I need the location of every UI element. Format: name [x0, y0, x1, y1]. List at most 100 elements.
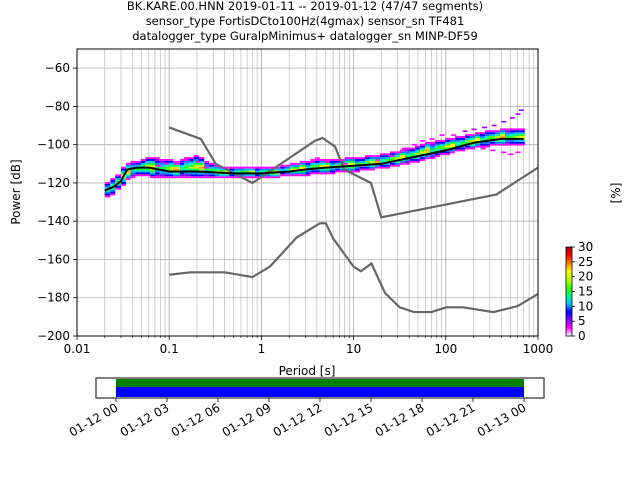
density-cell	[264, 174, 271, 177]
density-cell	[305, 166, 311, 169]
density-cell	[335, 170, 340, 173]
density-cell	[414, 159, 420, 161]
density-cell	[120, 168, 127, 171]
density-cell	[110, 183, 116, 186]
density-cell	[374, 160, 380, 163]
density-cell	[439, 147, 445, 150]
density-cell	[464, 136, 470, 138]
density-cell	[514, 128, 520, 131]
density-cell	[404, 149, 410, 152]
density-sparse-cell	[388, 155, 394, 157]
density-cell	[169, 166, 174, 169]
density-cell	[305, 160, 311, 163]
density-cell	[135, 164, 141, 167]
density-cell	[344, 168, 350, 171]
density-cell	[208, 168, 215, 171]
density-sparse-cell	[509, 117, 515, 119]
density-sparse-cell	[491, 124, 497, 127]
density-cell	[244, 166, 250, 169]
density-cell	[198, 162, 205, 165]
density-cell	[130, 168, 136, 171]
density-cell	[404, 151, 410, 154]
density-cell	[145, 159, 151, 161]
x-tick-label: 1000	[523, 342, 554, 356]
density-cell	[314, 159, 320, 161]
density-cell	[135, 168, 141, 171]
density-cell	[429, 153, 435, 156]
density-cell	[135, 160, 141, 163]
density-cell	[110, 191, 116, 194]
density-cell	[439, 145, 445, 148]
density-cell	[419, 147, 425, 150]
psd-plot: 0.01 0.1 1 10 100 1000 −200 −180 −160 −140 −120 −1…	[9, 48, 554, 378]
density-cell	[429, 157, 435, 160]
density-cell	[489, 137, 495, 140]
density-cell	[184, 157, 190, 160]
density-cell	[159, 176, 165, 179]
density-cell	[479, 136, 485, 138]
density-cell	[290, 166, 295, 169]
density-cell	[384, 166, 390, 169]
density-cell	[159, 170, 165, 173]
density-sparse-cell	[314, 157, 320, 159]
density-cell	[399, 149, 405, 152]
density-cell	[454, 139, 460, 142]
density-sparse-cell	[203, 166, 209, 169]
density-cell	[259, 166, 265, 169]
density-cell	[399, 162, 405, 165]
density-cell	[434, 153, 440, 156]
density-sparse-cell	[515, 113, 521, 115]
density-cell	[274, 174, 281, 177]
density-cell	[514, 136, 520, 138]
density-cell	[329, 159, 336, 161]
density-cell	[444, 137, 450, 140]
density-cell	[344, 159, 350, 161]
density-cell	[140, 162, 146, 165]
density-cell	[104, 185, 111, 188]
density-cell	[464, 141, 470, 144]
density-cell	[349, 168, 355, 171]
density-cell	[439, 151, 445, 154]
density-cell	[254, 166, 260, 169]
density-cell	[394, 164, 400, 167]
density-cell	[264, 170, 271, 173]
plot-background	[77, 49, 538, 336]
density-cell	[208, 174, 215, 177]
density-cell	[115, 185, 121, 188]
density-cell	[365, 157, 370, 160]
density-sparse-cell	[375, 159, 381, 161]
density-cell	[335, 168, 340, 171]
density-cell	[419, 149, 425, 152]
density-cell	[154, 166, 160, 169]
density-cell	[179, 168, 185, 171]
density-cell	[179, 159, 185, 161]
colorbar-tick-label: 25	[578, 255, 593, 269]
density-cell	[434, 149, 440, 152]
density-cell	[189, 164, 194, 167]
density-cell	[404, 155, 410, 158]
density-cell	[439, 143, 445, 146]
density-cell	[459, 136, 465, 138]
timeline-tick-label: 01-12 09	[220, 400, 274, 439]
density-cell	[504, 130, 510, 133]
density-cell	[219, 176, 225, 179]
density-cell	[164, 176, 170, 179]
density-cell	[354, 157, 360, 160]
density-cell	[359, 168, 366, 171]
density-cell	[449, 145, 455, 148]
density-cell	[474, 139, 480, 142]
density-cell	[224, 166, 230, 169]
density-cell	[409, 160, 415, 163]
density-cell	[294, 162, 300, 165]
density-cell	[359, 166, 366, 169]
density-cell	[184, 176, 190, 179]
density-cell	[389, 164, 395, 167]
density-cell	[140, 170, 146, 173]
density-cell	[369, 164, 375, 167]
density-cell	[179, 162, 185, 165]
density-cell	[164, 160, 170, 163]
density-cell	[229, 168, 235, 171]
density-cell	[164, 174, 170, 177]
density-cell	[489, 143, 495, 146]
density-cell	[290, 174, 295, 177]
